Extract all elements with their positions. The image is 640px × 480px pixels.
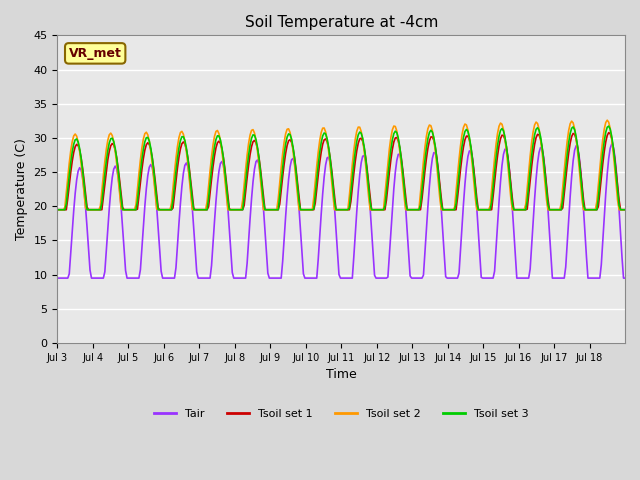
Tsoil set 2 xyxy=(621,207,629,213)
Line: Tsoil set 3: Tsoil set 3 xyxy=(58,126,625,210)
Tsoil set 3 xyxy=(91,207,99,213)
Tair xyxy=(54,275,61,281)
X-axis label: Time: Time xyxy=(326,368,356,381)
Text: VR_met: VR_met xyxy=(68,47,122,60)
Tair xyxy=(543,185,550,191)
Tsoil set 1 xyxy=(618,207,626,213)
Tsoil set 1 xyxy=(91,207,99,213)
Tsoil set 2 xyxy=(458,132,466,138)
Tsoil set 3 xyxy=(458,144,466,150)
Tsoil set 2 xyxy=(543,196,550,202)
Tair xyxy=(346,275,353,281)
Tsoil set 2 xyxy=(618,207,626,213)
Tsoil set 3 xyxy=(621,207,629,213)
Tsoil set 3 xyxy=(605,123,612,129)
Tair xyxy=(621,275,629,281)
Tair xyxy=(618,255,626,261)
Tsoil set 3 xyxy=(346,205,353,211)
Tsoil set 3 xyxy=(73,136,81,142)
Tsoil set 2 xyxy=(54,207,61,213)
Tair xyxy=(608,141,616,147)
Tsoil set 1 xyxy=(605,130,612,135)
Tsoil set 2 xyxy=(73,133,81,139)
Tsoil set 1 xyxy=(458,154,466,160)
Title: Soil Temperature at -4cm: Soil Temperature at -4cm xyxy=(244,15,438,30)
Tsoil set 1 xyxy=(621,207,629,213)
Tsoil set 3 xyxy=(54,207,61,213)
Tair xyxy=(91,275,99,281)
Tsoil set 3 xyxy=(543,186,550,192)
Tsoil set 3 xyxy=(618,207,626,213)
Tair xyxy=(73,177,81,183)
Tsoil set 1 xyxy=(54,207,61,213)
Legend: Tair, Tsoil set 1, Tsoil set 2, Tsoil set 3: Tair, Tsoil set 1, Tsoil set 2, Tsoil se… xyxy=(150,405,533,424)
Line: Tair: Tair xyxy=(58,144,625,278)
Tair xyxy=(458,224,466,229)
Tsoil set 1 xyxy=(73,142,81,147)
Tsoil set 2 xyxy=(604,117,611,123)
Line: Tsoil set 1: Tsoil set 1 xyxy=(58,132,625,210)
Tsoil set 1 xyxy=(346,207,353,213)
Y-axis label: Temperature (C): Temperature (C) xyxy=(15,138,28,240)
Tsoil set 2 xyxy=(91,207,99,213)
Line: Tsoil set 2: Tsoil set 2 xyxy=(58,120,625,210)
Tsoil set 2 xyxy=(346,193,353,199)
Tsoil set 1 xyxy=(543,181,550,187)
